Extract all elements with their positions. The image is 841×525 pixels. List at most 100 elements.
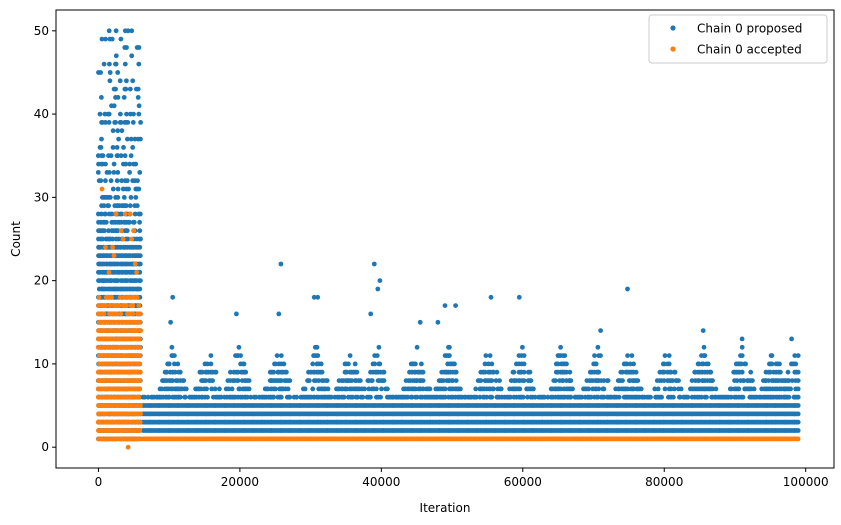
proposed-point	[315, 353, 321, 358]
proposed-point	[129, 53, 135, 59]
proposed-point	[103, 178, 108, 184]
proposed-point	[788, 386, 793, 392]
x-tick-label: 100000	[783, 475, 829, 489]
proposed-point	[166, 361, 172, 367]
proposed-point	[114, 178, 120, 184]
proposed-point	[795, 378, 801, 383]
y-tick-label: 20	[34, 274, 49, 288]
proposed-point	[123, 86, 129, 92]
proposed-point	[241, 361, 247, 367]
proposed-point	[116, 136, 121, 142]
proposed-point	[213, 369, 219, 375]
proposed-point	[484, 394, 490, 400]
proposed-point	[795, 353, 801, 358]
proposed-point	[246, 378, 252, 383]
proposed-point	[736, 386, 742, 392]
proposed-point	[136, 61, 142, 67]
accepted-point	[96, 303, 101, 308]
proposed-point	[413, 361, 418, 367]
proposed-point	[124, 45, 129, 50]
proposed-point	[668, 369, 674, 375]
proposed-point	[316, 378, 322, 383]
proposed-point	[124, 111, 129, 117]
y-tick-label: 10	[34, 357, 49, 371]
proposed-point	[739, 344, 745, 350]
proposed-point	[498, 386, 504, 392]
proposed-point	[123, 203, 129, 209]
proposed-point	[177, 369, 183, 375]
proposed-point	[138, 236, 143, 242]
proposed-point	[294, 394, 299, 400]
proposed-point	[489, 378, 495, 383]
proposed-point	[596, 369, 602, 375]
proposed-point	[414, 394, 420, 400]
proposed-point	[368, 394, 373, 400]
proposed-point	[119, 178, 125, 184]
proposed-point	[369, 378, 375, 383]
proposed-point	[109, 211, 115, 217]
proposed-point	[668, 386, 674, 392]
accepted-point	[110, 244, 115, 250]
proposed-point	[474, 394, 479, 400]
proposed-point	[385, 386, 390, 392]
proposed-point	[110, 145, 116, 150]
proposed-point	[138, 120, 144, 125]
proposed-point	[108, 178, 114, 184]
proposed-point	[354, 369, 360, 375]
proposed-point	[795, 403, 801, 408]
accepted-point	[111, 253, 117, 259]
proposed-point	[377, 278, 383, 283]
proposed-point	[427, 386, 433, 392]
proposed-point	[497, 378, 502, 383]
proposed-point	[442, 303, 448, 308]
proposed-point	[121, 95, 127, 100]
proposed-point	[235, 369, 241, 375]
proposed-point	[795, 428, 801, 433]
proposed-point	[374, 386, 379, 392]
proposed-point	[542, 394, 547, 400]
proposed-point	[662, 386, 668, 392]
proposed-point	[521, 353, 527, 358]
proposed-point	[629, 353, 635, 358]
proposed-point	[115, 195, 121, 200]
proposed-point	[137, 170, 143, 175]
proposed-point	[508, 394, 513, 400]
proposed-point	[302, 386, 308, 392]
proposed-point	[168, 319, 174, 325]
accepted-point	[120, 236, 126, 242]
proposed-point	[778, 369, 783, 375]
accepted-point	[106, 269, 112, 275]
proposed-point	[204, 386, 210, 392]
proposed-point	[97, 111, 103, 117]
proposed-point	[106, 170, 112, 175]
proposed-point	[521, 361, 527, 367]
accepted-point	[118, 311, 124, 317]
proposed-point	[413, 386, 418, 392]
proposed-point	[696, 378, 702, 383]
proposed-point	[129, 28, 135, 34]
accepted-point	[138, 311, 143, 317]
proposed-point	[136, 186, 142, 192]
proposed-point	[109, 36, 115, 42]
proposed-point	[115, 70, 121, 75]
proposed-point	[344, 369, 350, 375]
series-accepted-points	[95, 186, 801, 450]
proposed-point	[593, 361, 599, 367]
proposed-point	[329, 394, 334, 400]
proposed-point	[700, 361, 706, 367]
proposed-point	[125, 136, 130, 142]
proposed-point	[273, 361, 278, 367]
proposed-point	[491, 369, 496, 375]
proposed-point	[243, 369, 249, 375]
proposed-point	[125, 120, 131, 125]
x-tick-label: 20000	[221, 475, 259, 489]
proposed-point	[170, 378, 176, 383]
proposed-point	[99, 136, 104, 142]
proposed-point	[278, 378, 284, 383]
proposed-point	[106, 28, 112, 34]
accepted-point	[134, 269, 140, 275]
proposed-point	[113, 28, 119, 34]
proposed-point	[111, 161, 117, 167]
proposed-point	[766, 378, 771, 383]
